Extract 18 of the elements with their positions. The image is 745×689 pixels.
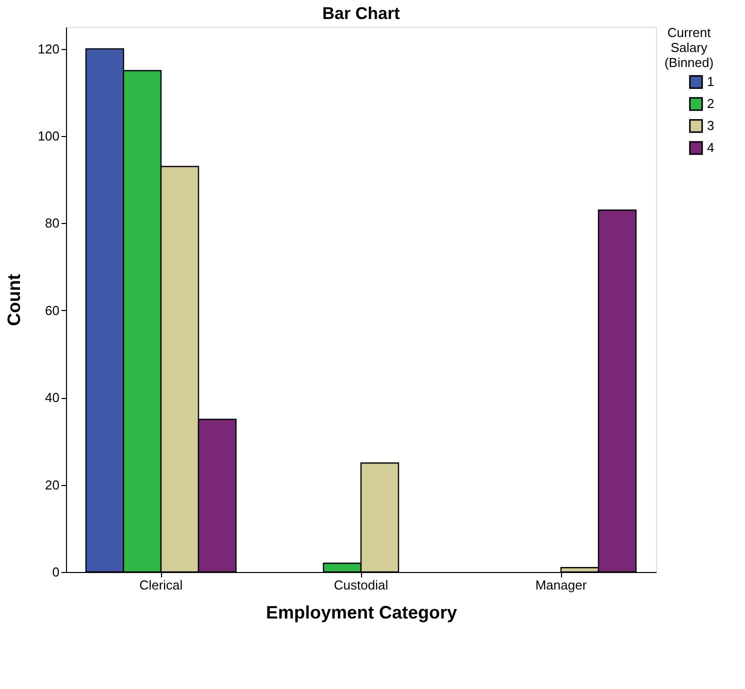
y-tick-label: 20 xyxy=(45,477,60,492)
y-axis-title: Count xyxy=(4,274,24,326)
y-tick-label: 120 xyxy=(38,41,60,56)
y-tick-label: 0 xyxy=(52,564,60,580)
y-tick-label: 40 xyxy=(45,390,60,406)
legend-label: 1 xyxy=(707,74,714,89)
x-tick-label: Custodial xyxy=(334,578,388,592)
x-tick-label: Manager xyxy=(535,578,588,592)
y-tick-label: 100 xyxy=(38,128,60,144)
legend-label: 4 xyxy=(707,140,714,155)
y-tick-label: 80 xyxy=(45,216,60,231)
legend-label: 3 xyxy=(707,118,714,133)
x-tick-label: Clerical xyxy=(139,578,183,592)
legend-label: 2 xyxy=(707,96,714,111)
x-axis-title: Employment Category xyxy=(266,602,458,622)
y-tick-label: 60 xyxy=(45,302,60,318)
chart-title: Bar Chart xyxy=(322,4,400,23)
legend-title: Current Salary (Binned) xyxy=(664,25,714,70)
